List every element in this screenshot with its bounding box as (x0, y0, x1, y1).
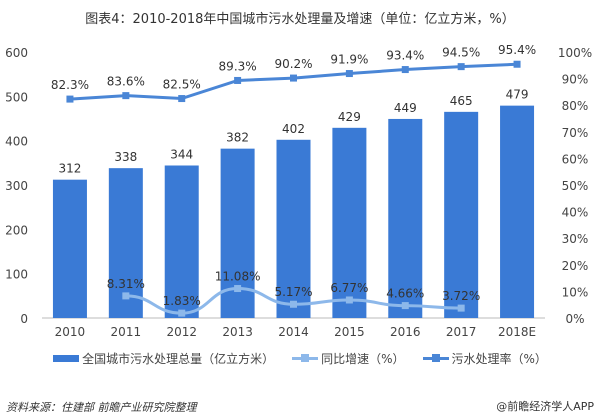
y-right-tick-label: 80% (562, 99, 589, 113)
bar-data-label: 465 (450, 94, 473, 108)
rate-marker (345, 70, 353, 78)
rate-data-label: 95.4% (498, 43, 536, 57)
rate-marker (178, 95, 186, 103)
bar (388, 118, 423, 319)
bar-data-label: 338 (114, 150, 137, 164)
bar (164, 165, 199, 318)
x-tick-label: 2017 (446, 325, 477, 339)
rate-marker (290, 74, 297, 82)
bar-data-label: 429 (338, 110, 361, 124)
x-tick-label: 2013 (222, 325, 253, 339)
growth-data-label: 6.77% (330, 281, 368, 295)
rate-data-label: 82.5% (163, 78, 201, 92)
rate-data-label: 83.6% (107, 75, 145, 89)
x-tick-label: 2014 (278, 325, 309, 339)
bar-data-label: 479 (506, 88, 529, 102)
x-tick-label: 2011 (111, 325, 142, 339)
y-left-tick-label: 0 (20, 312, 28, 326)
y-left-tick-label: 400 (5, 135, 28, 149)
bar (444, 111, 479, 318)
x-tick-label: 2016 (390, 325, 421, 339)
y-left-tick-label: 200 (5, 223, 28, 237)
growth-marker (401, 302, 409, 310)
bar-data-label: 344 (170, 147, 193, 161)
rate-marker (234, 76, 242, 84)
rate-data-label: 90.2% (274, 57, 312, 71)
rate-marker (457, 63, 465, 71)
x-tick-label: 2010 (55, 325, 86, 339)
legend-item-rate: 污水处理率（%） (422, 350, 547, 367)
bar (500, 105, 535, 318)
y-left-tick-label: 300 (5, 179, 28, 193)
legend-item-volume: 全国城市污水处理总量（亿立方米） (53, 350, 274, 367)
y-right-tick-label: 30% (562, 232, 589, 246)
rate-marker (513, 60, 521, 68)
y-left-tick-label: 100 (5, 268, 28, 282)
bar (276, 139, 311, 318)
source-note: 资料来源：住建部 前瞻产业研究院整理 (6, 401, 197, 414)
y-right-tick-label: 0% (565, 312, 584, 326)
bar (332, 127, 367, 318)
rate-marker (66, 95, 74, 103)
y-right-tick-label: 40% (562, 206, 589, 220)
y-right-tick-label: 70% (562, 126, 589, 140)
legend-label: 同比增速（%） (321, 352, 405, 366)
rate-data-label: 94.5% (442, 46, 480, 60)
legend-item-growth: 同比增速（%） (292, 350, 405, 367)
growth-data-label: 5.17% (274, 285, 312, 299)
rate-data-label: 89.3% (219, 59, 257, 73)
y-left-tick-label: 600 (5, 46, 28, 60)
growth-data-label: 11.08% (215, 270, 261, 284)
y-right-tick-label: 90% (562, 73, 589, 87)
legend-swatch-bar (53, 355, 80, 362)
growth-marker (178, 309, 186, 317)
y-right-tick-label: 50% (562, 179, 589, 193)
bar-data-label: 382 (226, 131, 249, 145)
y-right-tick-label: 100% (558, 46, 592, 60)
bar-data-label: 402 (282, 122, 305, 136)
brand-credit: @前瞻经济学人APP (496, 400, 594, 413)
rate-marker (122, 92, 130, 100)
legend-label: 污水处理率（%） (451, 352, 547, 366)
bar (52, 179, 87, 318)
chart-plot: 0 100 200 300 400 500 600 0% 10% 20% 30% 40% 50% 60% 7… (5, 43, 592, 339)
growth-data-label: 8.31% (107, 277, 145, 291)
bar-data-label: 449 (394, 101, 417, 115)
growth-marker (345, 296, 353, 304)
growth-data-label: 4.66% (386, 287, 424, 301)
bar (220, 148, 255, 318)
growth-marker (290, 300, 297, 308)
legend-swatch-line (422, 354, 449, 362)
growth-data-label: 3.72% (442, 289, 480, 303)
rate-data-label: 93.4% (386, 49, 424, 63)
chart-title: 图表4：2010-2018年中国城市污水处理量及增速（单位：亿立方米，%） (85, 12, 515, 27)
legend: 全国城市污水处理总量（亿立方米） 同比增速（%） 污水处理率（%） (0, 350, 600, 367)
rate-marker (401, 66, 409, 74)
rate-data-label: 91.9% (330, 53, 368, 67)
rate-data-label: 82.3% (51, 78, 89, 92)
x-tick-label: 2012 (166, 325, 197, 339)
growth-marker (234, 285, 242, 293)
y-right-tick-label: 20% (562, 259, 589, 273)
y-right-tick-label: 60% (562, 152, 589, 166)
growth-marker (457, 304, 465, 312)
y-left-tick-label: 500 (5, 90, 28, 104)
x-tick-label: 2018E (498, 325, 536, 339)
y-right-tick-label: 10% (562, 285, 589, 299)
legend-label: 全国城市污水处理总量（亿立方米） (82, 352, 275, 366)
growth-marker (122, 292, 130, 300)
legend-swatch-line (292, 354, 319, 362)
growth-data-label: 1.83% (163, 294, 201, 308)
bar-data-label: 312 (58, 162, 81, 176)
x-tick-label: 2015 (334, 325, 365, 339)
